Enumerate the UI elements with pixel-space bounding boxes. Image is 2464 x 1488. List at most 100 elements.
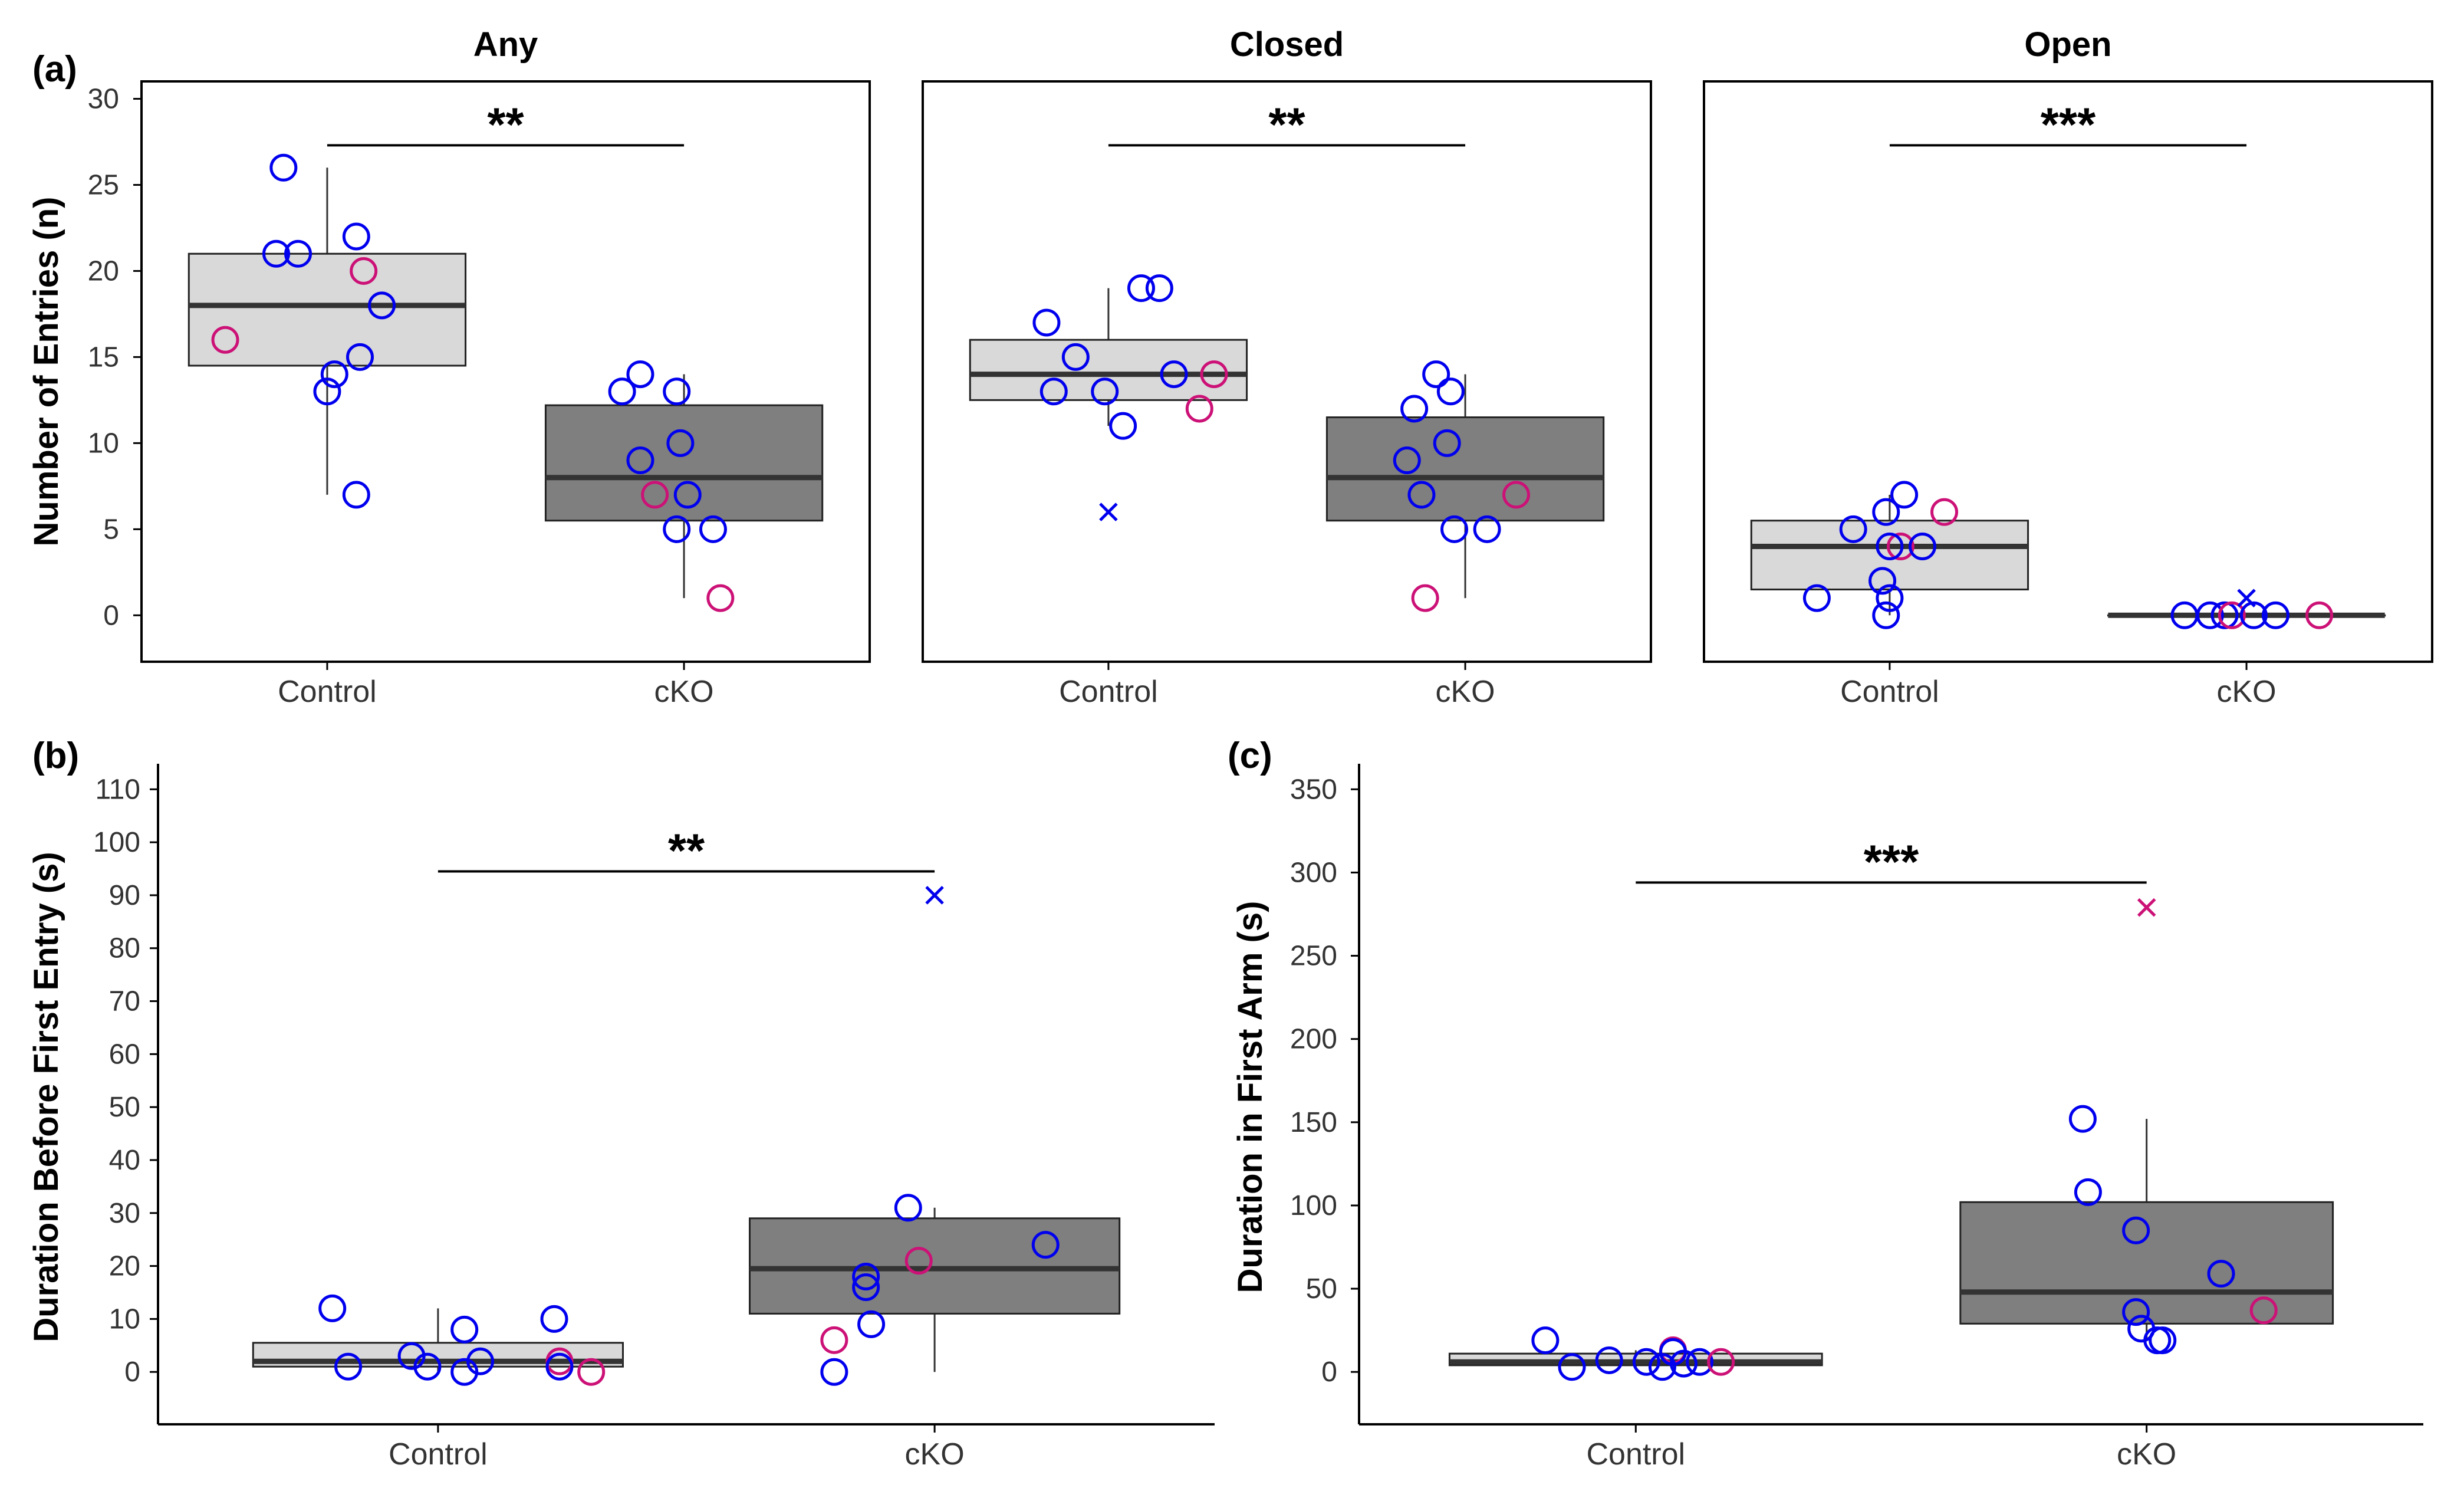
data-point	[1422, 360, 1450, 389]
y-tick-label: 70	[109, 986, 140, 1017]
data-point	[1091, 377, 1119, 406]
data-point	[2207, 1260, 2235, 1288]
data-point	[350, 257, 378, 285]
y-tick-label: 110	[95, 774, 140, 805]
panel-label: (b)	[32, 735, 79, 776]
y-tick-label: 300	[1290, 857, 1337, 888]
data-point	[450, 1315, 479, 1344]
data-point	[852, 1263, 880, 1291]
data-point	[1876, 533, 1904, 561]
data-point	[1876, 584, 1904, 612]
data-point	[1127, 274, 1155, 303]
data-point	[262, 239, 290, 268]
y-tick-label: 20	[109, 1251, 140, 1282]
data-point	[1031, 1231, 1060, 1259]
data-point	[1872, 498, 1900, 526]
panel-b: (b) Duration Before First Entry (s) 0 10 20 3…	[27, 735, 1215, 1471]
data-point	[1595, 1346, 1623, 1374]
panel-title: Open	[2024, 25, 2111, 64]
y-tick-label: 50	[1306, 1273, 1337, 1305]
significance-label: ***	[1864, 835, 1919, 888]
x-tick-label: Control	[1586, 1437, 1685, 1471]
data-point	[1039, 377, 1068, 406]
box-control	[969, 339, 1248, 401]
data-point	[820, 1326, 848, 1354]
panel-title: Closed	[1230, 25, 1344, 64]
data-point	[2143, 1326, 2172, 1355]
data-point	[2305, 601, 2334, 629]
data-point	[2122, 1298, 2150, 1326]
data-point	[641, 481, 669, 509]
panel-label: (a)	[32, 49, 77, 90]
data-point	[820, 1358, 848, 1386]
outlier-stroke	[2237, 589, 2256, 607]
y-axis-label: Duration in First Arm (s)	[1231, 901, 1269, 1293]
data-point	[1436, 377, 1465, 406]
significance-label: ***	[2041, 98, 2096, 150]
data-point	[450, 1358, 479, 1386]
data-point	[269, 153, 298, 182]
data-point	[413, 1352, 442, 1381]
data-point	[699, 515, 727, 543]
box-cko	[544, 404, 824, 522]
data-point	[626, 446, 654, 475]
data-point	[1473, 515, 1501, 543]
data-point	[1531, 1326, 1560, 1355]
data-point	[318, 1294, 347, 1322]
data-point	[626, 360, 654, 389]
plot-frame	[140, 80, 871, 663]
x-tick-label: Control	[1059, 675, 1158, 709]
x-tick-label: cKO	[654, 675, 714, 709]
y-axis-label: Duration Before First Entry (s)	[27, 852, 65, 1342]
data-point	[1872, 601, 1900, 629]
panel-c: (c) Duration in First Arm (s) 0 50 100 150 200…	[1228, 735, 2423, 1471]
data-point	[1868, 567, 1897, 595]
data-point	[1185, 395, 1213, 423]
data-point	[1909, 533, 1936, 561]
y-tick-label: 0	[103, 600, 119, 631]
data-point	[334, 1352, 363, 1381]
y-tick-label: 90	[109, 880, 140, 911]
data-point	[663, 515, 691, 543]
data-point	[1145, 274, 1173, 303]
data-point	[1707, 1348, 1735, 1376]
panel-title: Any	[473, 25, 538, 64]
data-point	[1160, 360, 1188, 389]
outlier-point	[2137, 898, 2156, 917]
data-point	[2249, 1296, 2278, 1325]
data-point	[1032, 308, 1061, 337]
y-tick-label: 80	[109, 933, 140, 964]
data-point	[1558, 1353, 1586, 1381]
x-tick-label: Control	[389, 1437, 488, 1471]
data-point	[1890, 481, 1919, 509]
x-tick-label: Control	[278, 675, 377, 709]
data-point	[211, 326, 239, 354]
data-point	[1839, 515, 1867, 543]
y-tick-label: 10	[88, 428, 119, 459]
panel-a-any: Any (a) Number of Entries (n) 0 5 10 15 20 25 30 C…	[27, 25, 871, 709]
data-point	[1648, 1353, 1676, 1381]
data-point	[2068, 1105, 2097, 1133]
y-tick-label: 25	[88, 169, 119, 201]
panel-label: (c)	[1228, 735, 1272, 776]
box-control	[1750, 520, 2029, 590]
data-point	[2218, 601, 2246, 629]
panel-a-closed: Closed Control cKO **	[922, 25, 1652, 709]
outlier-point	[1099, 502, 1118, 521]
data-point	[284, 239, 312, 268]
y-tick-label: 0	[1321, 1356, 1337, 1388]
panel-a-open: Open Control cKO ***	[1703, 25, 2433, 709]
data-point	[1433, 429, 1461, 457]
data-point	[2149, 1326, 2177, 1355]
data-point	[706, 584, 735, 612]
data-point	[1200, 360, 1228, 389]
x-tick-label: Control	[1840, 675, 1939, 709]
plot-frame	[922, 80, 1652, 663]
x-tick-label: cKO	[2117, 1437, 2176, 1471]
data-point	[2196, 601, 2224, 629]
data-point	[342, 222, 370, 251]
data-point	[313, 377, 341, 406]
data-point	[1440, 515, 1469, 543]
y-tick-label: 20	[88, 255, 119, 287]
